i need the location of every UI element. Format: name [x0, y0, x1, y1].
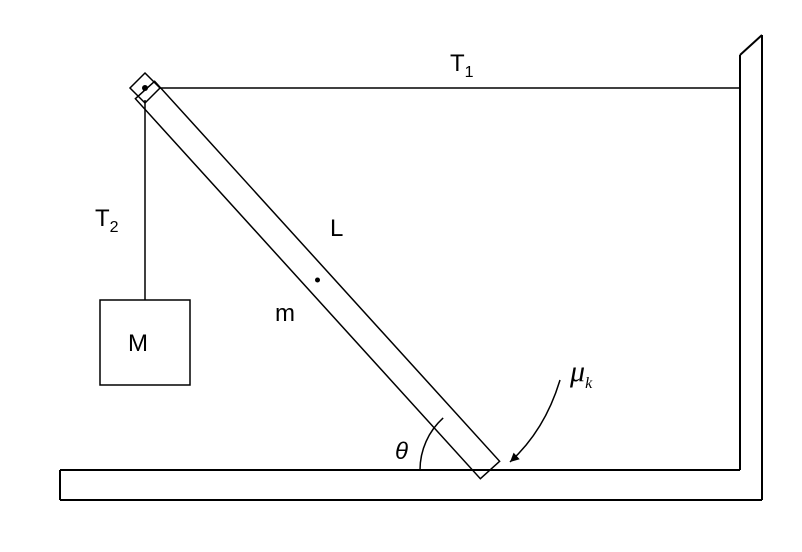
label-m: m: [275, 300, 295, 328]
physics-diagram: [0, 0, 802, 552]
label-t2: T2: [95, 205, 119, 237]
label-mu: μk: [570, 355, 592, 393]
label-L: L: [330, 215, 343, 243]
label-t1: T1: [450, 50, 474, 82]
label-theta: θ: [395, 438, 408, 466]
label-M: M: [128, 330, 148, 358]
